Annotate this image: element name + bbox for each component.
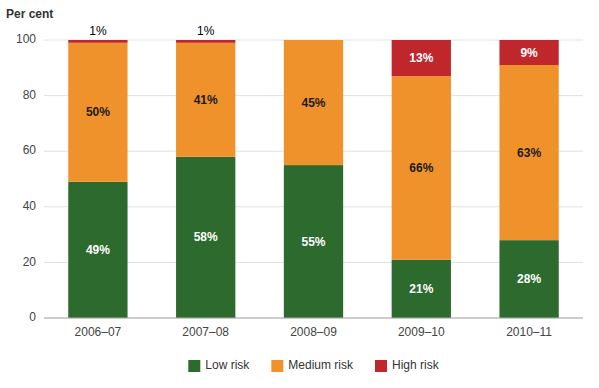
data-label: 49% <box>86 243 110 257</box>
chart-container: 0 20 40 60 80 100 Per cent 49% 58% 55% 21% 28% 50% 41… <box>0 0 599 388</box>
bar-segment <box>176 157 235 318</box>
bar-segment <box>176 40 235 43</box>
data-label: 21% <box>409 282 433 296</box>
x-axis-line <box>44 318 583 319</box>
x-tick-label: 2010–11 <box>506 325 552 339</box>
data-labels: 49% 58% 55% 21% 28% 50% 41% 45% 66% 63% 1% 1% 13% 9% <box>86 24 542 296</box>
bar-segment <box>499 40 558 65</box>
bar-segment <box>284 40 343 41</box>
bar-segment <box>68 43 127 182</box>
legend-label: Medium risk <box>288 358 354 372</box>
bar-segment <box>68 182 127 318</box>
data-label: 28% <box>517 272 541 286</box>
bar-segment <box>392 40 451 76</box>
data-label: 55% <box>301 235 325 249</box>
bar-segment <box>392 260 451 318</box>
bar-segment <box>68 40 127 43</box>
data-label: 1% <box>89 24 107 38</box>
legend-swatch <box>271 360 283 372</box>
legend-item: Medium risk <box>271 358 354 372</box>
bar-segment <box>176 43 235 157</box>
legend-item: High risk <box>375 358 440 372</box>
x-tick-label: 2008–09 <box>290 325 337 339</box>
x-tick-label: 2009–10 <box>398 325 445 339</box>
bar-segment <box>284 40 343 165</box>
grid-line <box>44 318 583 319</box>
bar-segment <box>499 240 558 318</box>
chart: 0 20 40 60 80 100 Per cent 49% 58% 55% 21% 28% 50% 41… <box>0 0 599 388</box>
x-tick-label: 2006–07 <box>75 325 122 339</box>
data-label: 66% <box>409 161 433 175</box>
legend-swatch <box>375 360 387 372</box>
y-tick-label: 20 <box>23 255 37 269</box>
data-label: 9% <box>520 46 538 60</box>
y-tick-label: 100 <box>16 32 36 46</box>
y-axis-label: Per cent <box>6 7 53 21</box>
bar-segment <box>284 165 343 318</box>
y-tick-label: 60 <box>23 143 37 157</box>
y-tick-label: 40 <box>23 199 37 213</box>
legend: Low risk Medium risk High risk <box>188 358 439 372</box>
data-label: 63% <box>517 146 541 160</box>
data-label: 1% <box>197 24 215 38</box>
legend-swatch <box>188 360 200 372</box>
legend-label: High risk <box>392 358 440 372</box>
data-label: 58% <box>194 230 218 244</box>
y-tick-label: 80 <box>23 88 37 102</box>
data-label: 13% <box>409 51 433 65</box>
y-tick-label: 0 <box>29 310 36 324</box>
data-label: 50% <box>86 105 110 119</box>
x-tick-label: 2007–08 <box>182 325 229 339</box>
legend-label: Low risk <box>205 358 250 372</box>
bar-segment <box>499 65 558 240</box>
y-axis: 0 20 40 60 80 100 <box>16 32 583 324</box>
bar-segment <box>392 76 451 259</box>
x-axis: 2006–07 2007–08 2008–09 2009–10 2010–11 <box>75 325 553 339</box>
bars <box>68 40 558 318</box>
data-label: 45% <box>301 96 325 110</box>
data-label: 41% <box>194 93 218 107</box>
legend-item: Low risk <box>188 358 250 372</box>
